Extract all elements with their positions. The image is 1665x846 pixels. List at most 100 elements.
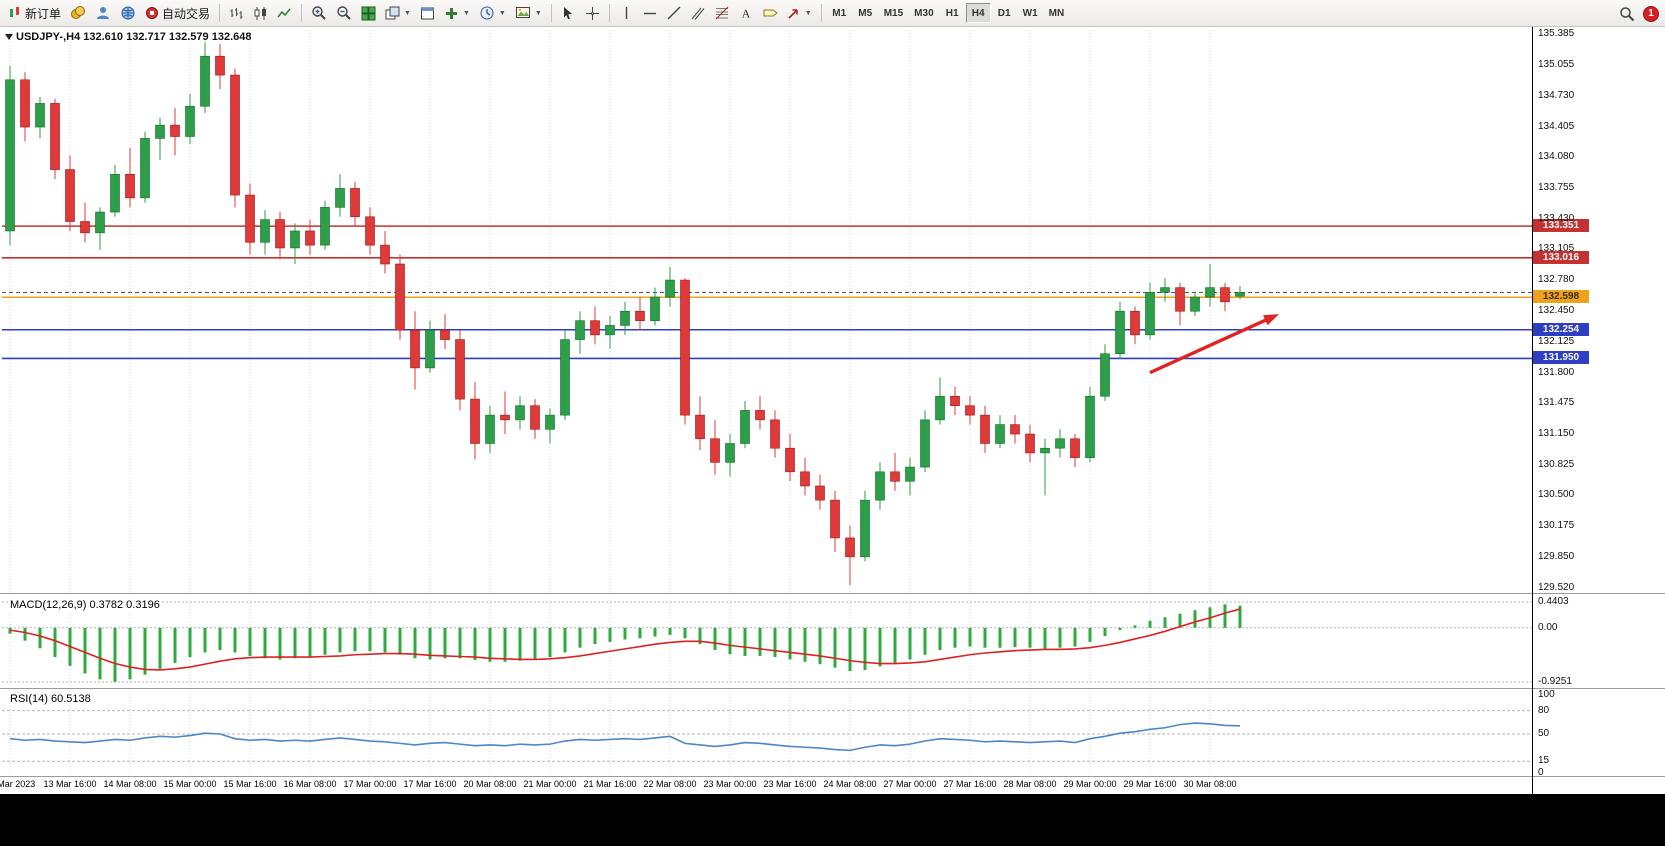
main-chart-svg[interactable]	[2, 30, 1532, 592]
trendline-button[interactable]	[663, 2, 686, 24]
timeframe-H1[interactable]: H1	[945, 7, 959, 19]
price-axis-label: 135.385	[1538, 28, 1575, 39]
zoom-in-button[interactable]	[307, 2, 331, 24]
hline-price-tag[interactable]: 132.254	[1533, 322, 1589, 336]
candle-up	[1040, 438, 1050, 496]
hline-price-tag[interactable]: 132.598	[1533, 290, 1589, 304]
date-axis-label: 29 Mar 00:00	[1063, 779, 1117, 789]
date-axis-label: 21 Mar 00:00	[523, 779, 577, 789]
zoom-out-button[interactable]	[332, 2, 356, 24]
candle-down	[230, 68, 240, 208]
candle-up	[1205, 264, 1215, 307]
candle-up	[545, 408, 555, 444]
crosshair-button[interactable]	[581, 2, 604, 24]
rsi-axis-label: 80	[1538, 704, 1550, 716]
label-button[interactable]	[759, 2, 782, 24]
search-icon[interactable]	[1619, 6, 1635, 22]
price-axis-label: 129.520	[1538, 582, 1575, 593]
label-icon	[763, 9, 778, 17]
hline-price-tag[interactable]: 133.016	[1533, 250, 1589, 264]
timeframe-W1[interactable]: W1	[1022, 7, 1038, 19]
timeframe-M5[interactable]: M5	[858, 7, 873, 19]
candle-down	[350, 181, 360, 227]
templates-button[interactable]: ▼	[511, 2, 546, 24]
candle-down	[440, 314, 450, 350]
candle-up	[1115, 301, 1125, 359]
community-button[interactable]	[116, 2, 140, 24]
candlestick-button[interactable]	[249, 2, 272, 24]
auto-trading-button[interactable]: 自动交易	[141, 2, 214, 24]
price-axis-label: 133.430	[1538, 212, 1575, 224]
tile-windows-button[interactable]	[357, 2, 380, 24]
candle-up	[95, 207, 105, 250]
chart-menu-icon[interactable]	[5, 34, 13, 40]
timeframe-D1[interactable]: D1	[997, 7, 1011, 19]
candle-up	[575, 311, 585, 354]
date-axis-label: 23 Mar 00:00	[703, 779, 757, 789]
text-button[interactable]: A	[735, 2, 758, 24]
cascade-windows-icon	[385, 6, 400, 19]
timeframe-MN[interactable]: MN	[1048, 7, 1065, 19]
candle-down	[695, 396, 705, 451]
vertical-line-button[interactable]	[615, 2, 638, 24]
indicators-button[interactable]: ▼	[440, 2, 474, 24]
horizontal-line-button[interactable]	[639, 2, 662, 24]
date-axis-label: 21 Mar 16:00	[583, 779, 637, 789]
fibonacci-button[interactable]	[711, 2, 734, 24]
candle-down	[680, 278, 690, 425]
channel-button[interactable]	[687, 2, 710, 24]
bar-chart-button[interactable]	[225, 2, 248, 24]
date-axis-label: 13 Mar 16:00	[43, 779, 97, 789]
candle-up	[1190, 292, 1200, 316]
trendline-icon	[667, 6, 681, 20]
cursor-button[interactable]	[557, 2, 580, 24]
candle-down	[1175, 282, 1185, 326]
candle-down	[245, 183, 255, 255]
timeframe-M30[interactable]: M30	[914, 7, 934, 19]
price-axis-label: 132.450	[1538, 305, 1575, 317]
price-axis-label: 131.150	[1538, 428, 1575, 440]
candle-down	[380, 230, 390, 274]
template-picture-icon	[515, 7, 530, 18]
date-axis-label: 23 Mar 16:00	[763, 779, 817, 789]
candle-down	[800, 457, 810, 496]
timeframe-M15[interactable]: M15	[883, 7, 904, 19]
line-chart-button[interactable]	[273, 2, 296, 24]
market-button[interactable]	[66, 2, 90, 24]
rsi-pane-svg[interactable]	[2, 691, 1532, 775]
indicators-add-icon	[445, 7, 457, 19]
candle-up	[485, 405, 495, 453]
candle-down	[1025, 424, 1035, 463]
candle-down	[980, 405, 990, 453]
candle-down	[275, 212, 285, 260]
pane-separator[interactable]	[0, 593, 1665, 594]
cascade-windows-button[interactable]: ▼	[381, 2, 415, 24]
macd-label: MACD(12,26,9) 0.3782 0.3196	[8, 599, 162, 611]
new-order-button[interactable]: 新订单	[4, 2, 65, 24]
hline-price-tag[interactable]: 133.351	[1533, 219, 1589, 233]
date-axis-label: 28 Mar 08:00	[1003, 779, 1057, 789]
candle-up	[425, 320, 435, 373]
timeframe-M1[interactable]: M1	[832, 7, 847, 19]
candlestick-icon	[254, 6, 267, 20]
price-axis-label: 131.475	[1538, 397, 1575, 409]
candle-up	[290, 223, 300, 265]
price-axis-label: 129.850	[1538, 550, 1575, 562]
candle-down	[890, 452, 900, 491]
macd-pane-svg[interactable]	[2, 597, 1532, 685]
periods-button[interactable]: ▼	[475, 2, 510, 24]
timeframe-H4[interactable]: H4	[965, 3, 991, 23]
hline-price-tag[interactable]: 131.950	[1533, 351, 1589, 365]
candle-down	[410, 311, 420, 390]
bottom-strip	[0, 794, 1665, 846]
profile-button[interactable]	[91, 2, 115, 24]
window-button[interactable]	[416, 2, 439, 24]
candle-down	[965, 396, 975, 425]
arrows-button[interactable]: ▼	[783, 2, 816, 24]
macd-signal-line	[9, 608, 1241, 671]
date-axis-label: 24 Mar 08:00	[823, 779, 877, 789]
notification-badge[interactable]: 1	[1643, 5, 1659, 22]
candle-up	[335, 174, 345, 217]
pane-separator[interactable]	[0, 688, 1665, 689]
chart-symbol-period: USDJPY-,H4	[16, 31, 81, 43]
